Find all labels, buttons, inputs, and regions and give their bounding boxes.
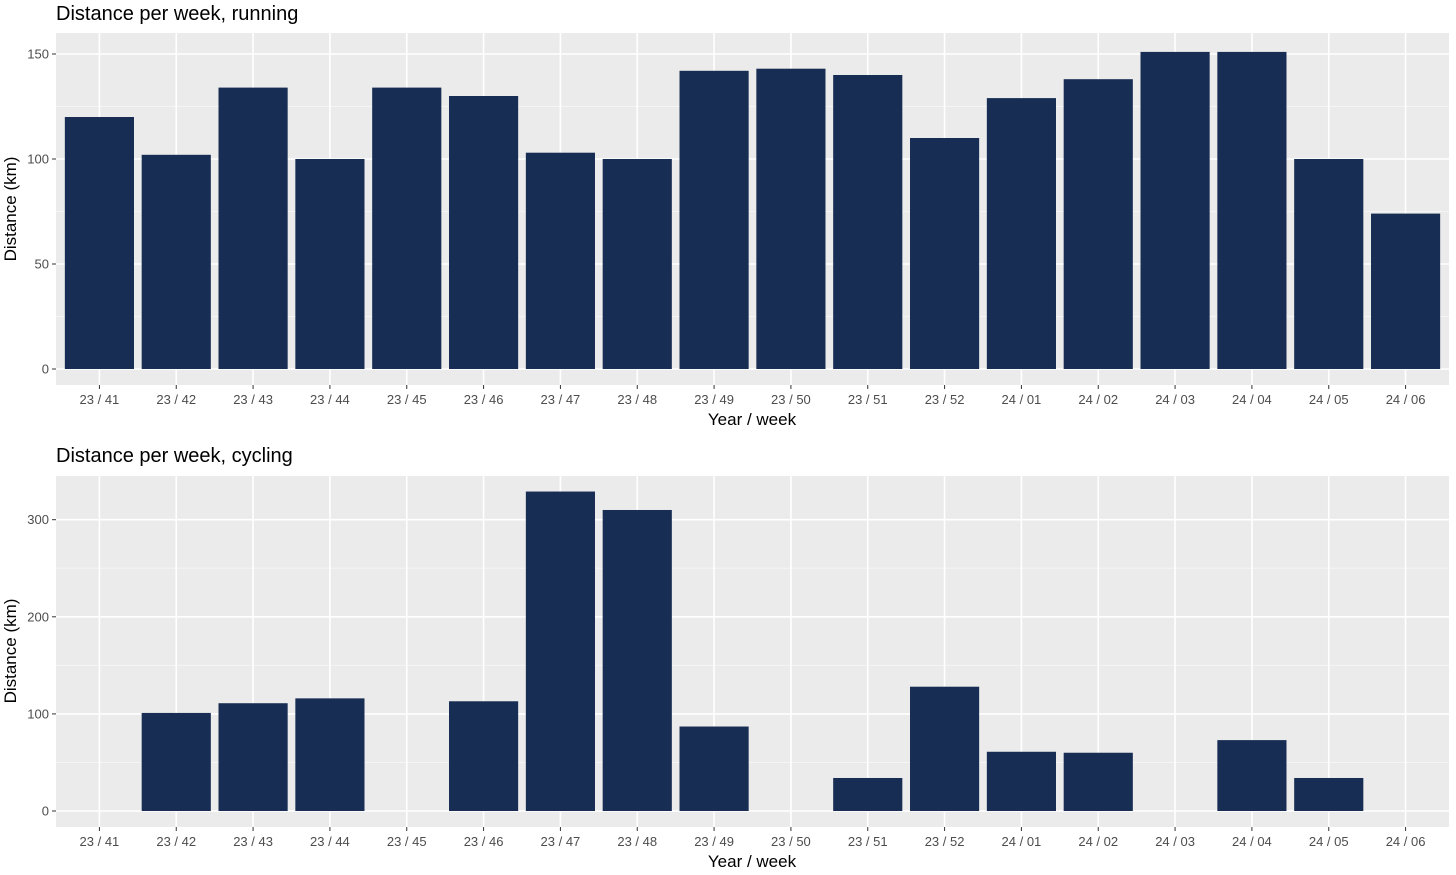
x-tick-label: 23 / 50: [771, 834, 811, 849]
y-tick-label: 50: [35, 257, 49, 272]
y-tick-label: 0: [42, 804, 49, 819]
x-tick-label: 24 / 03: [1155, 834, 1195, 849]
x-tick-label: 24 / 02: [1078, 834, 1118, 849]
x-tick-label: 23 / 49: [694, 392, 734, 407]
x-tick-label: 23 / 49: [694, 834, 734, 849]
bar: [1063, 79, 1133, 369]
bar: [218, 703, 288, 811]
y-tick-label: 0: [42, 362, 49, 377]
bar: [449, 701, 519, 811]
bar: [679, 70, 749, 370]
bar: [1140, 51, 1210, 370]
x-tick-label: 23 / 42: [156, 834, 196, 849]
x-tick-label: 23 / 44: [310, 392, 350, 407]
bar: [679, 726, 749, 811]
gridlines: [56, 476, 1449, 827]
x-tick-label: 23 / 41: [80, 392, 120, 407]
bar: [602, 159, 672, 369]
y-axis-ticks: 0 100 200 300: [27, 512, 56, 819]
bar: [1217, 51, 1287, 370]
bar: [1371, 213, 1441, 369]
x-tick-label: 23 / 42: [156, 392, 196, 407]
plot-panel: [56, 33, 1449, 385]
bar: [1217, 740, 1287, 811]
x-tick-label: 24 / 03: [1155, 392, 1195, 407]
chart-running: Distance per week, running 0 50 100 150 23 …: [1, 3, 1449, 429]
x-tick-label: 23 / 45: [387, 392, 427, 407]
bar: [295, 698, 365, 811]
y-tick-label: 300: [27, 512, 49, 527]
x-axis-ticks: 23 / 41 23 / 42 23 / 43 23 / 44 23 / 45 23 / …: [80, 385, 1426, 407]
bar: [449, 96, 519, 369]
bar: [833, 75, 903, 369]
x-tick-label: 24 / 01: [1002, 834, 1042, 849]
x-tick-label: 24 / 04: [1232, 834, 1272, 849]
y-axis-ticks: 0 50 100 150: [27, 47, 56, 377]
x-tick-label: 24 / 01: [1002, 392, 1042, 407]
x-tick-label: 23 / 46: [464, 834, 504, 849]
y-tick-label: 100: [27, 152, 49, 167]
x-tick-label: 23 / 43: [233, 834, 273, 849]
bar: [986, 751, 1056, 811]
x-tick-label: 24 / 05: [1309, 834, 1349, 849]
bar: [372, 87, 442, 369]
bar: [910, 686, 980, 811]
bar: [295, 159, 365, 369]
bar: [1294, 159, 1364, 369]
bar: [64, 117, 134, 369]
chart-title: Distance per week, cycling: [56, 445, 293, 467]
x-axis-ticks: 23 / 41 23 / 42 23 / 43 23 / 44 23 / 45 23 / …: [80, 827, 1426, 849]
bar: [525, 152, 595, 369]
x-tick-label: 23 / 47: [541, 392, 581, 407]
bar: [1294, 777, 1364, 811]
bars: [64, 51, 1441, 370]
bars: [141, 491, 1364, 811]
chart-title: Distance per week, running: [56, 3, 298, 25]
plot-panel: [56, 476, 1449, 827]
x-tick-label: 23 / 50: [771, 392, 811, 407]
chart-cycling: Distance per week, cycling 0 100 200 300 23…: [1, 445, 1449, 871]
y-axis-title: Distance (km): [1, 157, 20, 262]
bar: [833, 777, 903, 811]
bar: [986, 98, 1056, 369]
x-tick-label: 23 / 52: [925, 834, 965, 849]
y-tick-label: 150: [27, 47, 49, 62]
x-tick-label: 24 / 04: [1232, 392, 1272, 407]
bar: [1063, 752, 1133, 811]
x-axis-title: Year / week: [708, 410, 797, 429]
bar: [218, 87, 288, 369]
y-tick-label: 100: [27, 706, 49, 721]
x-tick-label: 24 / 02: [1078, 392, 1118, 407]
y-tick-label: 200: [27, 609, 49, 624]
x-tick-label: 23 / 48: [617, 834, 657, 849]
x-tick-label: 24 / 06: [1386, 834, 1426, 849]
x-tick-label: 23 / 48: [617, 392, 657, 407]
x-tick-label: 23 / 51: [848, 834, 888, 849]
bar: [910, 138, 980, 369]
bar: [756, 68, 826, 369]
x-tick-label: 24 / 05: [1309, 392, 1349, 407]
x-tick-label: 23 / 43: [233, 392, 273, 407]
bar: [141, 154, 211, 369]
y-axis-title: Distance (km): [1, 599, 20, 704]
x-tick-label: 23 / 45: [387, 834, 427, 849]
x-tick-label: 23 / 51: [848, 392, 888, 407]
x-axis-title: Year / week: [708, 852, 797, 871]
bar: [141, 712, 211, 811]
x-tick-label: 23 / 44: [310, 834, 350, 849]
bar: [602, 509, 672, 811]
x-tick-label: 23 / 41: [80, 834, 120, 849]
bar: [525, 491, 595, 811]
x-tick-label: 24 / 06: [1386, 392, 1426, 407]
x-tick-label: 23 / 52: [925, 392, 965, 407]
x-tick-label: 23 / 47: [541, 834, 581, 849]
x-tick-label: 23 / 46: [464, 392, 504, 407]
